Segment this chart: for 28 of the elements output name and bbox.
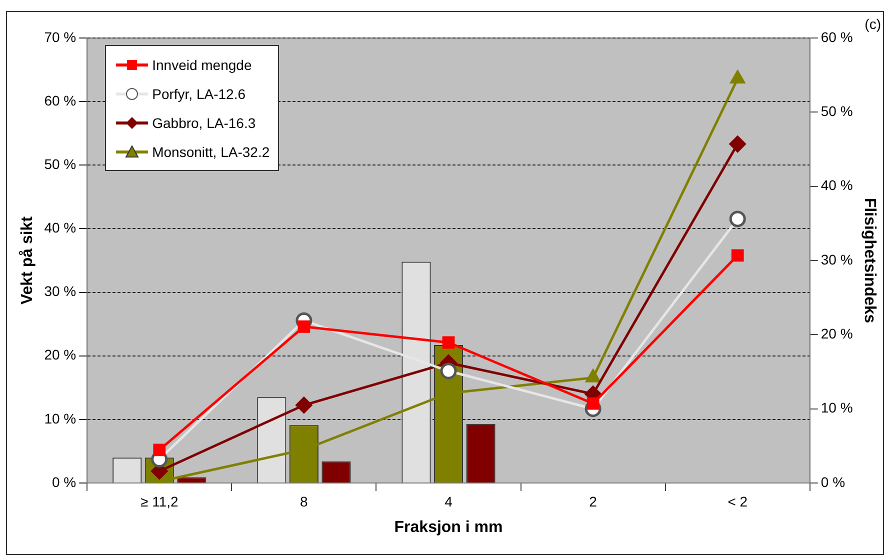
- y2-tick-label: 20 %: [820, 326, 853, 342]
- x-tick-label: 2: [589, 493, 598, 510]
- y-tick-label: 20 %: [44, 346, 76, 363]
- x-tick-label: < 2: [728, 493, 748, 510]
- legend-label: Porfyr, LA-12.6: [152, 86, 246, 102]
- y-tick-label: 40 %: [44, 220, 76, 236]
- text: (c): [864, 16, 881, 32]
- y-tick-label: 0 %: [52, 474, 76, 490]
- y2-tick-label: 0 %: [820, 474, 846, 490]
- y2-tick-label: 60 %: [820, 28, 853, 45]
- y-tick-label: 10 %: [44, 410, 76, 426]
- y2-tick-label: 40 %: [820, 177, 853, 194]
- x-tick-label: 8: [300, 493, 308, 510]
- y2-tick-label: 50 %: [820, 103, 853, 120]
- legend-label: Monsonitt, LA-32.2: [152, 144, 270, 160]
- y-tick-label: 30 %: [44, 283, 76, 300]
- legend-label: Gabbro, LA-16.3: [152, 114, 256, 130]
- x-tick-label: 4: [444, 493, 453, 510]
- x-tick-label: ≥ 11,2: [140, 493, 178, 510]
- y2-tick-label: 10 %: [820, 400, 853, 416]
- legend-label: Innveid mengde: [152, 56, 252, 72]
- y-tick-label: 70 %: [44, 28, 76, 45]
- y2-axis-title: Flisighetsindeks: [860, 198, 878, 324]
- y-tick-label: 60 %: [44, 92, 76, 108]
- y2-tick-label: 30 %: [820, 251, 853, 268]
- x-axis-title: Fraksjon i mm: [394, 518, 503, 536]
- y-axis-title: Vekt på sikt: [18, 216, 36, 305]
- y-tick-label: 50 %: [44, 156, 76, 172]
